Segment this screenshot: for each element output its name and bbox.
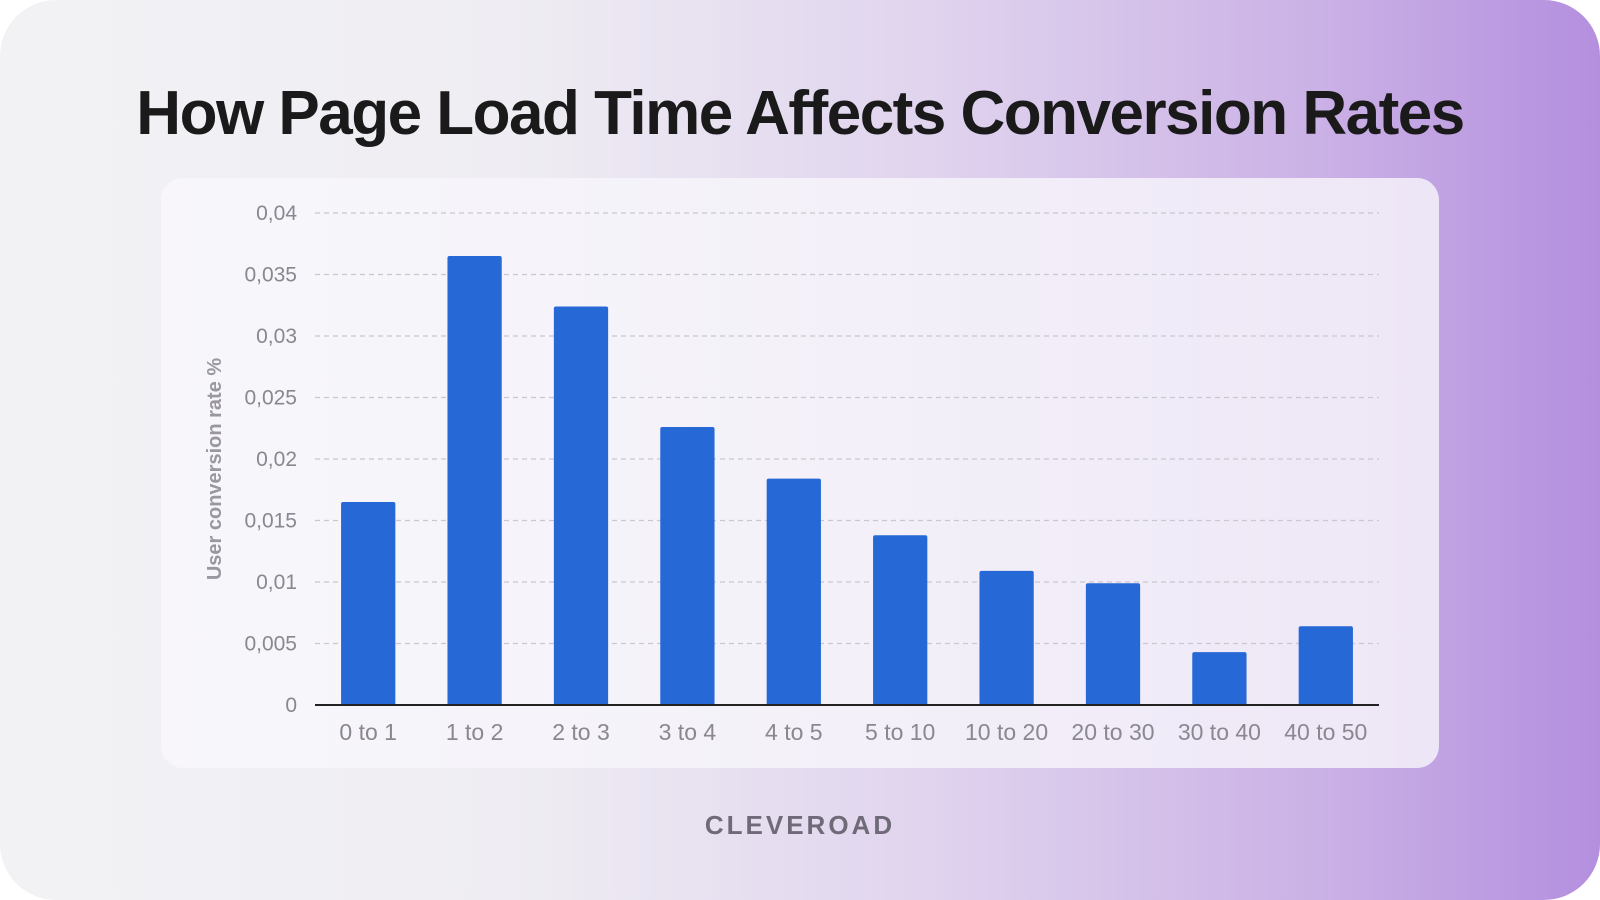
- bar: [766, 478, 821, 705]
- x-tick-label: 30 to 40: [1178, 719, 1261, 745]
- y-tick-label: 0,01: [256, 571, 297, 594]
- x-tick-label: 0 to 1: [339, 719, 397, 745]
- x-tick-label: 2 to 3: [552, 719, 610, 745]
- bar-chart: 0 0,005 0,01 0,015 0,02 0,025 0,03 0,035 0,04 0 t…: [204, 202, 1379, 745]
- page-title: How Page Load Time Affects Conversion Ra…: [136, 79, 1465, 148]
- x-tick-label: 20 to 30: [1071, 719, 1154, 745]
- y-tick-label: 0,03: [256, 325, 297, 348]
- chart-panel: 0 0,005 0,01 0,015 0,02 0,025 0,03 0,035 0,04 0 t…: [161, 178, 1439, 768]
- y-tick-label: 0,025: [244, 387, 297, 410]
- y-axis-label: User conversion rate %: [204, 358, 226, 581]
- bar: [341, 502, 396, 705]
- y-tick-label: 0,005: [244, 633, 297, 656]
- y-tick-label: 0,04: [256, 202, 297, 225]
- x-tick-label: 1 to 2: [446, 719, 504, 745]
- y-tick-label: 0,02: [256, 448, 297, 471]
- x-tick-label: 3 to 4: [659, 719, 717, 745]
- bar: [1192, 652, 1247, 705]
- bar: [447, 256, 502, 705]
- x-tick-label: 10 to 20: [965, 719, 1048, 745]
- x-tick-label: 5 to 10: [865, 719, 935, 745]
- bar: [979, 570, 1034, 705]
- x-tick-label: 40 to 50: [1284, 719, 1367, 745]
- bar: [660, 427, 715, 705]
- y-tick-label: 0: [285, 694, 297, 717]
- x-tick-label: 4 to 5: [765, 719, 823, 745]
- y-tick-label: 0,035: [244, 264, 297, 287]
- bar: [1298, 626, 1353, 705]
- y-tick-label: 0,015: [244, 510, 297, 533]
- bar: [553, 306, 609, 705]
- bar: [1085, 583, 1141, 705]
- brand-logo-text: CLEVEROAD: [704, 810, 896, 840]
- bar: [873, 535, 928, 705]
